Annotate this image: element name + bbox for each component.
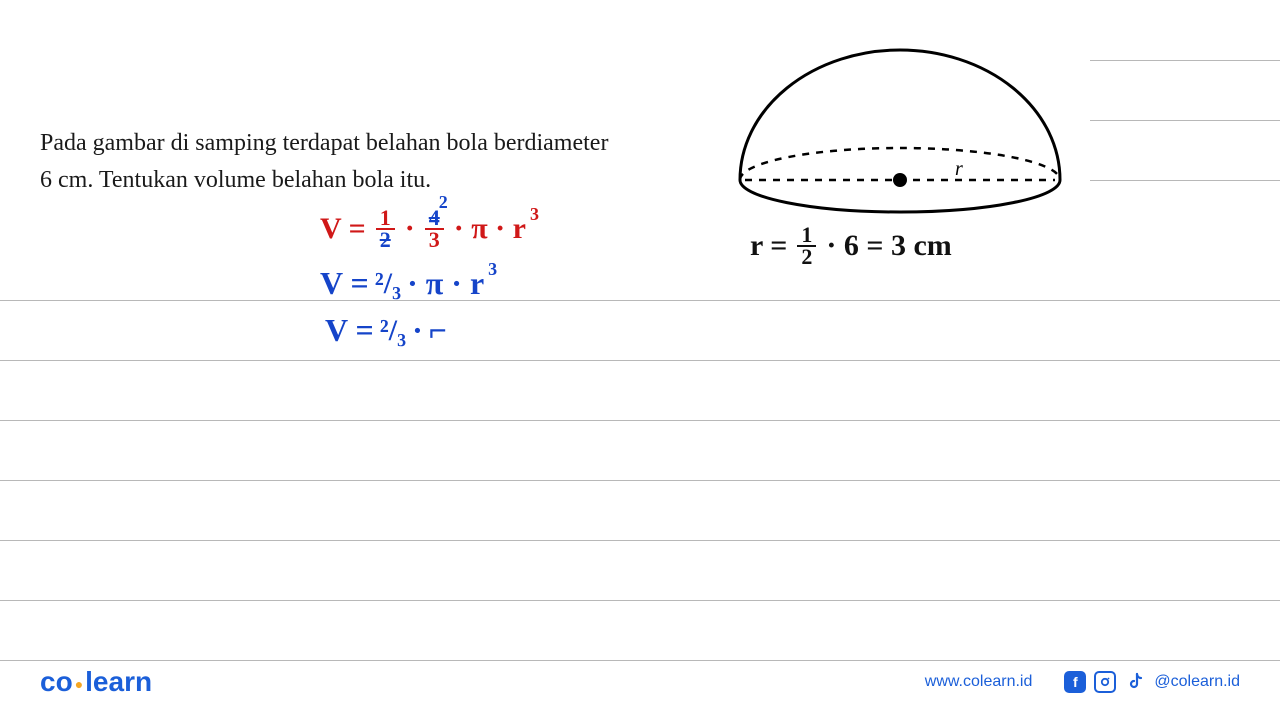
v3-lhs: V = [325,312,374,349]
ruled-line [0,420,1280,421]
facebook-icon[interactable]: f [1064,671,1086,693]
dot: · [405,212,415,246]
v2-frac: ²/₃ [375,267,401,301]
brand-part-2: learn [85,666,152,697]
ruled-line [0,360,1280,361]
ruled-line [0,300,1280,301]
website-url[interactable]: www.colearn.id [925,673,1033,691]
problem-line-2: 6 cm. Tentukan volume belahan bola itu. [40,167,431,193]
v3-frac: ²/₃ [380,314,406,348]
ruled-line-short [1090,120,1280,121]
r-lhs: r = [750,229,787,263]
brand-logo: co●learn [40,666,152,698]
dome-arc [740,50,1060,180]
v3-rest: · [412,312,423,349]
brand-part-1: co [40,666,73,697]
exponent-3: 3 [530,204,539,225]
fraction-4-3: 4 2 3 [425,208,444,250]
social-handle[interactable]: @colearn.id [1154,673,1240,691]
cancel-result: 2 [439,194,448,210]
radius-label: r [955,158,963,180]
problem-statement: Pada gambar di samping terdapat belahan … [40,125,680,199]
v2-exp: 3 [488,259,497,280]
fraction-1-2: 1 2 [376,208,395,250]
footer: co●learn www.colearn.id f @colearn.id [0,666,1280,698]
ruled-line [0,600,1280,601]
instagram-icon[interactable] [1094,671,1116,693]
problem-line-1: Pada gambar di samping terdapat belahan … [40,130,608,156]
fraction-half: 1 2 [797,225,816,267]
volume-eq-2: V = ²/₃ · π · r 3 [320,265,497,302]
volume-eq-1: V = 1 2 · 4 2 3 · π · r 3 [320,208,539,250]
v1-lhs: V = [320,212,366,246]
v2-lhs: V = [320,265,369,302]
social-links: f @colearn.id [1064,671,1240,693]
brand-dot: ● [73,676,85,692]
r-rhs: · 6 = 3 cm [826,229,951,263]
ruled-line-short [1090,180,1280,181]
ruled-line [0,480,1280,481]
pi-r: · π · r [454,212,526,246]
radius-equation: r = 1 2 · 6 = 3 cm [750,225,952,267]
hemisphere-diagram: r [720,30,1080,220]
ruled-line [0,540,1280,541]
ruled-line-short [1090,60,1280,61]
ruled-line [0,660,1280,661]
v2-rest: · π · r [407,265,484,302]
worksheet-page: Pada gambar di samping terdapat belahan … [0,0,1280,720]
center-dot [893,173,907,187]
volume-eq-3: V = ²/₃ · ⌐ [325,312,447,349]
tiktok-icon[interactable] [1124,671,1146,693]
